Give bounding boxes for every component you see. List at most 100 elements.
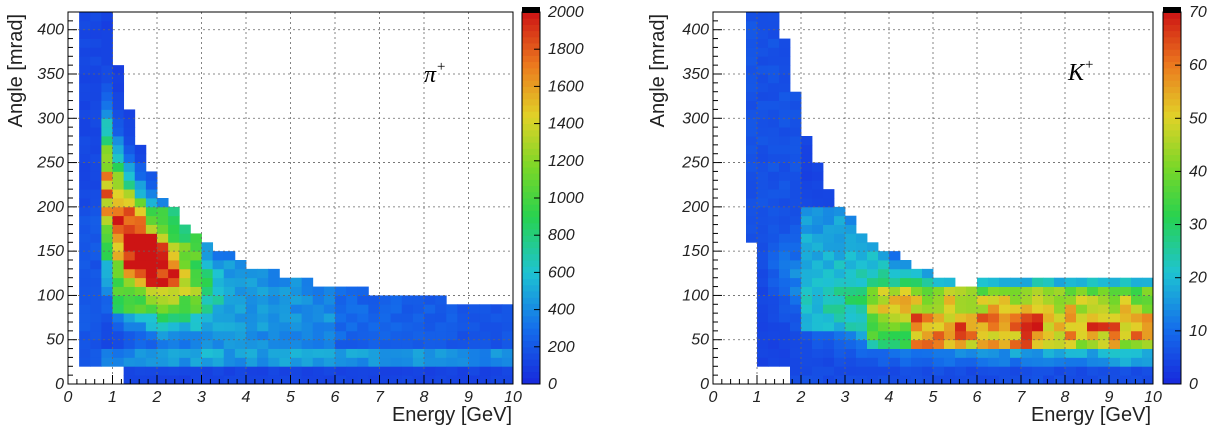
heatmap-cell	[90, 38, 102, 48]
heatmap-cell	[933, 277, 945, 287]
heatmap-cell	[290, 286, 303, 296]
heatmap-cell	[1065, 357, 1077, 367]
heatmap-cell	[1131, 348, 1143, 358]
palette-swatch	[522, 309, 540, 317]
heatmap-cell	[790, 206, 802, 217]
heatmap-cell	[279, 304, 291, 314]
palette-swatch	[1163, 377, 1181, 385]
heatmap-cell	[446, 375, 458, 385]
heatmap-cell	[779, 286, 791, 296]
palette-swatch	[522, 98, 540, 106]
heatmap-cell	[157, 295, 169, 305]
heatmap-cell	[812, 313, 824, 323]
heatmap-cell	[279, 295, 291, 305]
heatmap-cell	[501, 339, 514, 349]
heatmap-cell	[779, 233, 791, 243]
heatmap-cell	[1120, 330, 1132, 341]
palette-swatch	[522, 303, 540, 311]
heatmap-cell	[357, 322, 369, 332]
heatmap-cell	[379, 295, 392, 305]
palette-swatch	[1163, 148, 1181, 156]
heatmap-cell	[955, 304, 967, 314]
palette-swatch	[522, 297, 540, 304]
heatmap-cell	[966, 375, 978, 385]
heatmap-cell	[944, 322, 956, 332]
heatmap-cell	[1098, 277, 1110, 287]
palette-swatch	[522, 92, 540, 100]
heatmap-cell	[490, 348, 503, 358]
heatmap-cell	[966, 295, 978, 305]
heatmap-cell	[201, 295, 214, 305]
heatmap-cell	[1076, 339, 1088, 349]
heatmap-cell	[134, 286, 147, 296]
heatmap-cell	[323, 375, 336, 385]
heatmap-cell	[790, 277, 802, 287]
heatmap-cell	[101, 251, 113, 261]
heatmap-cell	[446, 313, 458, 323]
heatmap-cell	[900, 357, 912, 367]
heatmap-cell	[768, 215, 780, 225]
heatmap-cell	[123, 304, 136, 314]
heatmap-cell	[999, 322, 1011, 332]
heatmap-cell	[412, 295, 425, 305]
heatmap-cell	[878, 348, 890, 358]
heatmap-cell	[1142, 375, 1154, 385]
heatmap-cell	[501, 304, 514, 314]
heatmap-cell	[878, 260, 890, 270]
heatmap-cell	[490, 375, 503, 385]
heatmap-cell	[757, 286, 769, 296]
heatmap-cell	[79, 29, 91, 39]
heatmap-cell	[168, 206, 180, 217]
heatmap-cell	[101, 189, 113, 199]
heatmap-cell	[490, 339, 503, 349]
pion-particle-label: π+	[424, 59, 446, 88]
heatmap-cell	[768, 29, 780, 39]
heatmap-cell	[1021, 277, 1033, 287]
heatmap-cell	[812, 339, 824, 349]
palette-swatch	[522, 272, 540, 280]
y-tick-label: 250	[681, 155, 709, 172]
heatmap-cell	[112, 322, 125, 332]
heatmap-cell	[977, 304, 989, 314]
heatmap-cell	[268, 304, 280, 314]
heatmap-cell	[1010, 304, 1022, 314]
heatmap-cell	[834, 268, 846, 279]
heatmap-cell	[757, 357, 769, 367]
heatmap-cell	[312, 357, 325, 367]
heatmap-cell	[757, 82, 769, 93]
heatmap-cell	[1076, 313, 1088, 323]
heatmap-cell	[790, 313, 802, 323]
palette-swatch	[1163, 247, 1181, 255]
heatmap-cell	[801, 171, 813, 181]
heatmap-cell	[999, 357, 1011, 367]
heatmap-cell	[145, 206, 158, 217]
kaon-particle-label: K+	[1067, 57, 1094, 86]
x-tick-label: 3	[197, 389, 206, 406]
heatmap-cell	[79, 322, 91, 332]
heatmap-cell	[246, 366, 258, 376]
heatmap-cell	[301, 339, 314, 349]
heatmap-cell	[1010, 375, 1022, 385]
heatmap-cell	[1087, 330, 1099, 341]
heatmap-cell	[145, 322, 158, 332]
heatmap-cell	[112, 74, 125, 84]
heatmap-cell	[1021, 313, 1033, 323]
heatmap-cell	[301, 366, 314, 376]
palette-swatch	[1163, 340, 1181, 348]
heatmap-cell	[779, 224, 791, 234]
heatmap-cell	[922, 339, 934, 349]
palette-swatch	[522, 353, 540, 360]
heatmap-cell	[468, 339, 481, 349]
heatmap-cell	[112, 65, 125, 75]
heatmap-cell	[812, 198, 824, 208]
heatmap-cell	[1142, 348, 1154, 358]
heatmap-cell	[157, 198, 169, 208]
heatmap-cell	[1087, 313, 1099, 323]
heatmap-cell	[768, 180, 780, 190]
heatmap-cell	[179, 304, 191, 314]
heatmap-cell	[424, 295, 436, 305]
heatmap-cell	[223, 295, 236, 305]
heatmap-cell	[889, 357, 901, 367]
heatmap-cell	[911, 277, 923, 287]
heatmap-cell	[157, 206, 169, 217]
